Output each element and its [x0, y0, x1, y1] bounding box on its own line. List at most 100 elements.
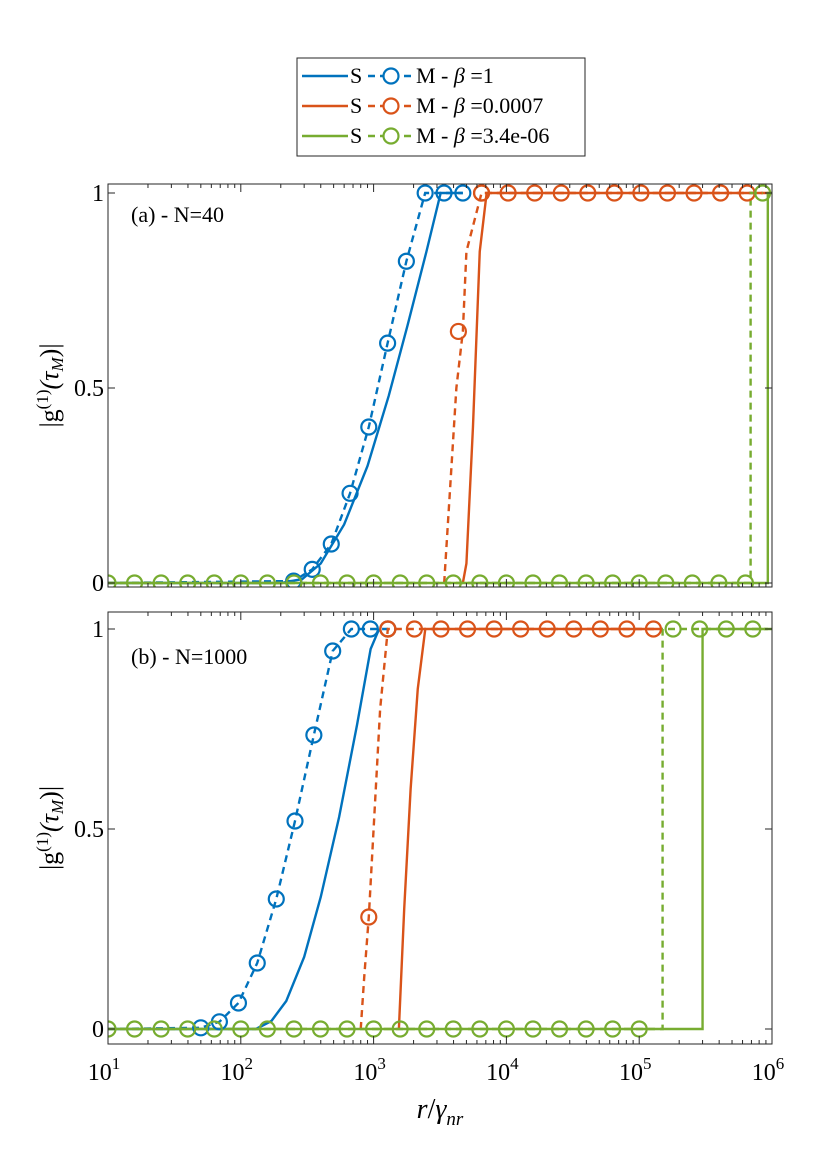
series-marker-a-5-10: [338, 574, 356, 587]
y-tick-label-a-1: 0.5: [74, 376, 104, 402]
series-marker-b-3-6: [485, 620, 503, 638]
legend-m-label-1: M - β =0.0007: [416, 93, 543, 118]
series-marker-a-3-8: [632, 184, 650, 202]
series-marker-a-5-23: [683, 574, 701, 587]
series-marker-a-3-2: [472, 184, 491, 202]
panel-a: 0 0.5 1 (a) - N=40 |g(1)(τM)|: [33, 181, 773, 597]
y-axis-label-text-a: |g(1)(τM)|: [33, 343, 67, 427]
series-marker-a-5-4: [179, 574, 197, 587]
series-marker-b-1-0: [192, 1019, 210, 1037]
series-marker-b-5-6: [258, 1020, 276, 1038]
series-marker-b-3-9: [565, 620, 583, 638]
series-marker-a-5-5: [205, 574, 223, 587]
series-marker-a-3-3: [499, 184, 517, 202]
series-marker-a-5-22: [657, 574, 675, 587]
x-tick-label-4: 105: [619, 1054, 652, 1086]
series-marker-a-5-8: [285, 574, 303, 587]
series-marker-b-5-7: [285, 1020, 303, 1038]
series-marker-b-5-24: [744, 620, 762, 638]
series-line-b-0: [108, 628, 381, 1031]
series-marker-a-3-11: [711, 184, 730, 202]
series-line-a-2: [461, 191, 772, 584]
series-marker-b-3-10: [591, 620, 609, 638]
series-marker-a-5-21: [630, 574, 648, 587]
series-line-a-1: [108, 191, 463, 585]
series-line-a-3: [442, 191, 763, 584]
series-marker-b-5-22: [691, 620, 709, 638]
legend: S M - β =1 S M - β =0.0007 S M - β =3.4e-06: [296, 57, 586, 157]
y-axis-label-b: |g(1)(τM)|: [33, 786, 67, 870]
series-marker-a-5-25: [736, 574, 755, 587]
series-marker-a-1-9: [454, 184, 472, 202]
series-marker-a-5-19: [577, 574, 595, 587]
series-marker-b-3-2: [379, 620, 397, 638]
x-axis-label: r/γnr: [417, 1094, 464, 1130]
series-marker-b-5-4: [205, 1020, 223, 1038]
x-tick-label-1: 102: [221, 1054, 253, 1086]
x-axis-label-text: r/γnr: [417, 1094, 464, 1130]
legend-marker-1: [382, 97, 400, 115]
series-line-b-2: [397, 627, 663, 1030]
panel-b: 0 0.5 1 101 102 103 104 105 106 (b) - N=1000 |g(…: [33, 611, 784, 1086]
series-marker-b-5-16: [524, 1020, 542, 1038]
legend-m-label-2: M - β =3.4e-06: [416, 123, 549, 148]
series-marker-a-3-4: [526, 184, 544, 202]
series-marker-a-3-10: [685, 184, 703, 202]
series-marker-b-1-7: [324, 642, 342, 660]
y-tick-label-a-0: 0: [92, 571, 104, 597]
series-marker-b-3-3: [405, 620, 423, 638]
series-marker-a-5-7: [258, 574, 276, 587]
series-marker-b-3-8: [538, 620, 556, 638]
legend-s-label-0: S: [350, 63, 362, 88]
axes-box-b: [107, 611, 773, 1045]
y-tick-label-b-2: 1: [92, 617, 104, 643]
series-marker-b-3-0: [360, 908, 378, 926]
y-tick-label-b-0: 0: [92, 1017, 104, 1043]
series-marker-a-5-18: [550, 574, 569, 587]
series-marker-a-5-24: [710, 574, 728, 587]
series-marker-b-5-18: [577, 1020, 595, 1038]
series-marker-a-5-9: [311, 574, 330, 587]
series-marker-b-1-9: [361, 620, 379, 638]
series-line-a-4: [108, 191, 772, 585]
series-marker-b-5-9: [338, 1020, 356, 1038]
y-tick-label-a-2: 1: [92, 181, 104, 207]
series-marker-b-3-11: [618, 620, 636, 638]
legend-marker-0: [382, 67, 400, 85]
series-marker-b-5-17: [550, 1020, 569, 1038]
series-marker-a-5-20: [604, 574, 622, 587]
series-marker-a-1-7: [416, 184, 434, 202]
x-tick-label-2: 103: [353, 1054, 386, 1086]
panel-label-b: (b) - N=1000: [131, 644, 247, 669]
series-line-b-5: [108, 627, 768, 1031]
series-marker-a-3-0: [449, 322, 467, 341]
series-line-b-1: [108, 627, 388, 1031]
series-marker-a-1-5: [379, 334, 397, 352]
series-marker-a-1-2: [322, 535, 340, 553]
series-marker-b-5-13: [444, 1020, 462, 1038]
series-marker-b-5-0: [108, 1020, 117, 1038]
panel-label-a: (a) - N=40: [131, 202, 224, 227]
series-marker-a-5-17: [524, 574, 542, 587]
series-marker-b-1-5: [286, 812, 304, 830]
series-marker-a-1-8: [435, 184, 453, 202]
series-line-b-4: [108, 627, 772, 1031]
series-marker-b-3-5: [458, 620, 477, 638]
legend-s-label-2: S: [350, 123, 362, 148]
series-marker-a-3-9: [658, 184, 677, 202]
y-axis-label-a: |g(1)(τM)|: [33, 343, 67, 427]
series-marker-a-5-3: [152, 574, 170, 587]
series-marker-b-1-3: [248, 954, 266, 972]
x-tick-label-3: 104: [486, 1054, 519, 1086]
y-axis-label-text-b: |g(1)(τM)|: [33, 786, 67, 870]
series-marker-a-5-15: [471, 574, 489, 587]
series-marker-b-3-12: [644, 620, 663, 638]
y-tick-label-b-1: 0.5: [74, 817, 104, 843]
series-marker-a-1-3: [341, 484, 359, 502]
series-marker-b-5-19: [604, 1020, 622, 1038]
series-marker-b-1-2: [229, 994, 248, 1012]
axes-box-a: [107, 183, 773, 588]
legend-marker-2: [382, 127, 400, 145]
series-marker-b-5-11: [391, 1020, 409, 1038]
legend-s-label-1: S: [350, 93, 362, 118]
